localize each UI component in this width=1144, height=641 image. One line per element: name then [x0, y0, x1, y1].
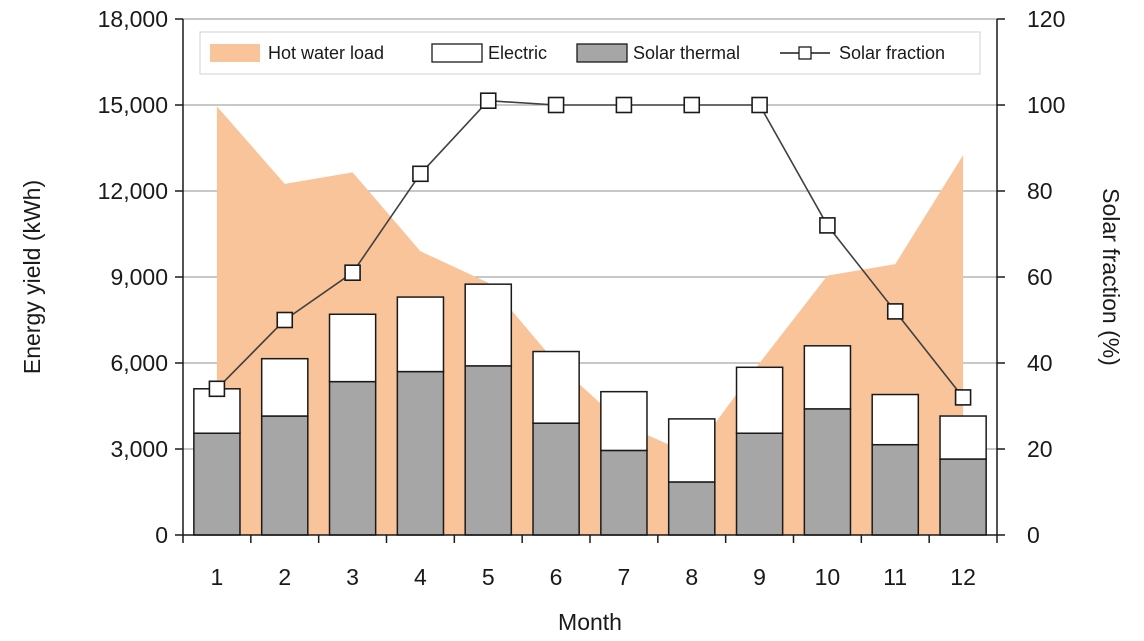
bar-solar-thermal	[600, 449, 648, 536]
x-tick-label: 7	[618, 564, 631, 590]
y2-tick-label: 120	[1027, 6, 1065, 32]
y2-tick-label: 100	[1027, 92, 1065, 118]
bar-electric	[396, 296, 445, 373]
bar-electric	[667, 418, 716, 483]
x-tick-label: 8	[685, 564, 698, 590]
bar-electric	[735, 366, 784, 434]
bar-solar-thermal	[803, 408, 852, 536]
legend-label: Hot water load	[268, 43, 384, 63]
y-axis-title: Energy yield (kWh)	[19, 180, 45, 374]
y2-tick-label: 60	[1027, 264, 1053, 290]
bar-solar-thermal	[193, 432, 241, 536]
x-tick-label: 10	[815, 564, 841, 590]
x-tick-label: 5	[482, 564, 495, 590]
y-tick-label: 6,000	[110, 350, 168, 376]
x-tick-label: 12	[950, 564, 976, 590]
y-tick-label: 3,000	[110, 436, 168, 462]
bar-electric	[532, 350, 580, 424]
legend: Hot water load Electric Solar thermal Solar…	[199, 31, 981, 75]
solar-fraction-line-layer	[208, 92, 972, 406]
legend-swatch-electric	[431, 43, 483, 63]
x-axis-title: Month	[558, 609, 622, 635]
solar-fraction-line	[216, 99, 964, 398]
y2-tick-label: 80	[1027, 178, 1053, 204]
x-tick-label: 2	[278, 564, 291, 590]
solar-fraction-point	[683, 96, 701, 114]
solar-fraction-point	[276, 311, 294, 329]
bar-solar-thermal	[667, 481, 716, 536]
solar-fraction-point	[819, 217, 836, 234]
bar-electric	[464, 283, 513, 367]
bar-solar-thermal	[532, 422, 580, 536]
x-tick-label: 1	[211, 564, 224, 590]
bar-solar-thermal	[871, 443, 920, 536]
bar-electric	[871, 393, 920, 446]
y-tick-label: 18,000	[98, 6, 168, 32]
y-tick-label: 9,000	[110, 264, 168, 290]
y-tick-label: 0	[155, 522, 168, 548]
y-tick-label: 12,000	[98, 178, 168, 204]
bar-electric	[600, 390, 648, 452]
legend-label: Electric	[488, 43, 547, 63]
y2-tick-label: 0	[1027, 522, 1040, 548]
y2-axis-title: Solar fraction (%)	[1098, 188, 1124, 366]
solar-fraction-point	[344, 264, 361, 282]
x-tick-label: 9	[753, 564, 766, 590]
solar-fraction-point	[886, 303, 904, 320]
bar-solar-thermal	[260, 415, 309, 536]
solar-fraction-point	[479, 92, 497, 109]
axes: 0 3,000 6,000 9,000 12,000 15,000 18,000 0 20 40 6…	[98, 6, 1066, 590]
bar-electric	[260, 357, 309, 417]
solar-fraction-point	[954, 389, 972, 406]
legend-label: Solar fraction	[839, 43, 945, 63]
y-tick-label: 15,000	[98, 92, 168, 118]
bar-solar-thermal	[328, 380, 377, 536]
bar-electric	[939, 415, 987, 460]
solar-fraction-point	[615, 96, 633, 114]
legend-label: Solar thermal	[633, 43, 740, 63]
bar-solar-thermal	[939, 458, 987, 536]
y2-tick-label: 20	[1027, 436, 1053, 462]
solar-fraction-point	[547, 96, 565, 114]
x-tick-label: 11	[883, 564, 907, 590]
x-tick-label: 4	[414, 564, 427, 590]
bar-electric	[328, 313, 377, 383]
solar-fraction-point	[208, 380, 226, 398]
x-tick-label: 6	[550, 564, 563, 590]
legend-swatch-hot-water-load	[210, 44, 260, 62]
solar-fraction-point	[751, 96, 768, 114]
bar-solar-thermal	[396, 370, 445, 536]
bars-layer	[193, 283, 987, 536]
y2-tick-label: 40	[1027, 350, 1053, 376]
legend-swatch-solar-fraction-marker	[798, 46, 812, 60]
bar-solar-thermal	[464, 365, 513, 536]
x-tick-label: 3	[346, 564, 359, 590]
bar-electric	[803, 345, 852, 410]
solar-fraction-point	[412, 165, 429, 183]
bar-solar-thermal	[735, 432, 784, 536]
legend-swatch-solar-thermal	[576, 43, 628, 63]
